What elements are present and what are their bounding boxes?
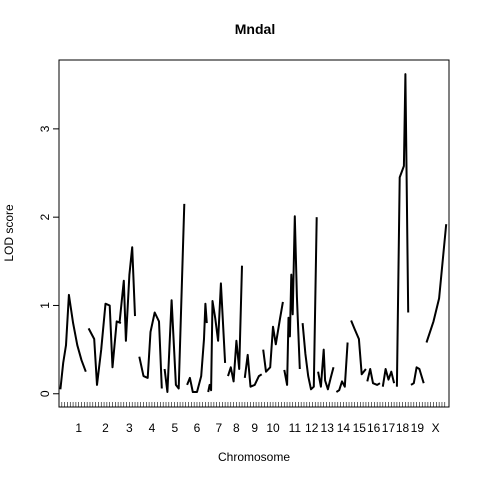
- x-tick-label: 6: [194, 421, 201, 435]
- x-tick-label: 10: [266, 421, 280, 435]
- x-axis-label: Chromosome: [218, 450, 290, 464]
- x-tick-label: 14: [337, 421, 351, 435]
- lod-line-chr-7: [207, 282, 227, 393]
- y-tick-label: 0: [38, 390, 52, 397]
- lod-line-chr-5: [163, 203, 186, 393]
- y-axis-label: LOD score: [2, 204, 16, 262]
- lod-line-chr-14: [335, 342, 349, 393]
- x-tick-label: 8: [233, 421, 240, 435]
- x-axis: 1 2 3 4 5 6 7 8 9 10 11 12 13 14 15 16 17 18 19 X: [75, 421, 439, 435]
- lod-line-chr-9: [243, 353, 263, 388]
- lod-line-chr-1: [59, 293, 87, 390]
- lod-line-chr-17: [381, 368, 396, 387]
- x-tick-label: 4: [149, 421, 156, 435]
- lod-line-chr-16: [366, 368, 381, 386]
- x-tick-label: 1: [75, 421, 82, 435]
- lod-line-chr-4: [138, 311, 163, 389]
- x-tick-label: 12: [305, 421, 319, 435]
- lod-line-chr-19: [410, 366, 425, 386]
- x-tick-label: 2: [102, 421, 109, 435]
- x-tick-label: 7: [215, 421, 222, 435]
- y-tick-label: 3: [38, 125, 52, 132]
- plot-frame: [58, 59, 450, 408]
- lod-line-chr-18: [395, 73, 410, 387]
- x-tick-label: 5: [171, 421, 178, 435]
- lod-line-chr-3: [118, 246, 136, 342]
- lod-line-chr-10: [262, 301, 284, 373]
- chart-title: Mndal: [235, 21, 275, 37]
- y-tick-label: 1: [38, 302, 52, 309]
- x-tick-label: 17: [382, 421, 396, 435]
- lod-line-chr-13: [317, 348, 335, 391]
- x-tick-label: 19: [411, 421, 425, 435]
- lod-line-chr-8: [227, 265, 243, 383]
- marker-rug: [61, 402, 446, 407]
- lod-line-chr-2: [87, 302, 122, 386]
- x-tick-label: 15: [353, 421, 367, 435]
- lod-line-chr-x: [425, 224, 448, 343]
- lod-series: [59, 73, 448, 393]
- x-tick-label: 16: [367, 421, 381, 435]
- y-axis: 0 1 2 3: [38, 125, 59, 397]
- x-tick-label: 11: [289, 421, 302, 435]
- lod-line-chr-11: [283, 215, 301, 386]
- lod-line-chr-12: [301, 217, 318, 391]
- lod-line-chr-6: [186, 302, 208, 393]
- x-tick-label: 13: [321, 421, 335, 435]
- x-tick-label: X: [432, 421, 440, 435]
- y-tick-label: 2: [38, 214, 52, 221]
- x-tick-label: 3: [126, 421, 133, 435]
- lod-line-chr-15: [350, 320, 367, 376]
- x-tick-label: 9: [251, 421, 258, 435]
- x-tick-label: 18: [396, 421, 410, 435]
